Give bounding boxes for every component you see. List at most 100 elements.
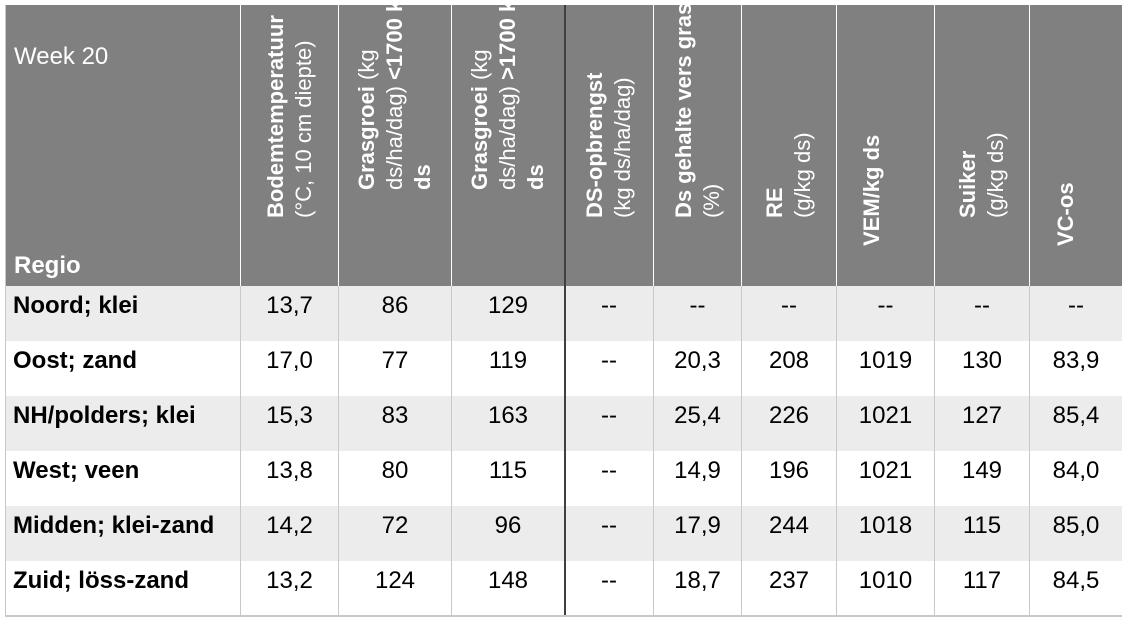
grass-growth-high-cell: 115 — [452, 451, 565, 506]
header-ds-yield-bold: DS-opbrengst — [582, 72, 607, 218]
soil-temperature-cell: 13,8 — [241, 451, 339, 506]
header-corner-cell: Week 20 Regio — [5, 5, 241, 286]
ds-yield-cell: -- — [565, 396, 654, 451]
re-cell: -- — [742, 286, 837, 341]
re-cell: 196 — [742, 451, 837, 506]
ds-yield-cell: -- — [565, 561, 654, 616]
soil-temperature-cell: 17,0 — [241, 341, 339, 396]
table-row: Oost; zand 17,0 77 119 -- 20,3 208 1019 130 83,9 — [5, 341, 1122, 396]
soil-temperature-cell: 15,3 — [241, 396, 339, 451]
week-label: Week 20 — [14, 43, 109, 70]
header-soil-temperature: Bodemtemperatuur (°C, 10 cm diepte) — [241, 5, 339, 286]
grass-growth-low-cell: 86 — [339, 286, 452, 341]
header-grass-growth-low: Grasgroei (kg ds/ha/dag) <1700 kg ds — [339, 5, 452, 286]
header-ds-yield: DS-opbrengst (kg ds/ha/dag) — [565, 5, 654, 286]
grass-growth-low-cell: 72 — [339, 506, 452, 561]
vem-cell: -- — [837, 286, 935, 341]
grass-growth-high-cell: 96 — [452, 506, 565, 561]
table-row: Midden; klei-zand 14,2 72 96 -- 17,9 244 1018 11… — [5, 506, 1122, 561]
header-sugar-unit: (g/kg ds) — [983, 132, 1008, 218]
grass-growth-low-cell: 77 — [339, 341, 452, 396]
header-ds-yield-unit: (kg ds/ha/dag) — [610, 77, 635, 218]
header-vc-os: VC-os — [1030, 5, 1122, 286]
ds-content-cell: 17,9 — [654, 506, 742, 561]
header-ds-content-unit: (%) — [698, 183, 724, 218]
vem-cell: 1018 — [837, 506, 935, 561]
table-row: West; veen 13,8 80 115 -- 14,9 196 1021 149 84,0 — [5, 451, 1122, 506]
header-grass-growth-high-unit: (kg — [467, 49, 492, 87]
grass-growth-low-cell: 83 — [339, 396, 452, 451]
grass-growth-high-cell: 129 — [452, 286, 565, 341]
header-grass-growth-low-bold: Grasgroei — [354, 86, 379, 190]
soil-temperature-cell: 14,2 — [241, 506, 339, 561]
vem-cell: 1019 — [837, 341, 935, 396]
header-soil-temperature-unit: (°C, 10 cm diepte) — [290, 40, 316, 218]
ds-content-cell: 18,7 — [654, 561, 742, 616]
header-sugar: Suiker (g/kg ds) — [935, 5, 1030, 286]
soil-temperature-cell: 13,2 — [241, 561, 339, 616]
ds-yield-cell: -- — [565, 286, 654, 341]
header-re-bold: RE — [762, 187, 787, 218]
region-cell: Oost; zand — [5, 341, 241, 396]
header-grass-growth-high-bold: Grasgroei — [467, 86, 492, 190]
header-grass-growth-low-threshold: <1700 kg — [382, 5, 407, 80]
row-border — [5, 616, 1122, 617]
ds-yield-cell: -- — [565, 341, 654, 396]
header-grass-growth-high-threshold: >1700 kg — [495, 5, 520, 80]
vem-cell: 1021 — [837, 396, 935, 451]
header-sugar-bold: Suiker — [955, 150, 980, 218]
ds-content-cell: 20,3 — [654, 341, 742, 396]
sugar-cell: 149 — [935, 451, 1030, 506]
ds-content-cell: 14,9 — [654, 451, 742, 506]
soil-temperature-cell: 13,7 — [241, 286, 339, 341]
region-cell: Midden; klei-zand — [5, 506, 241, 561]
header-vem-bold: VEM/kg ds — [858, 134, 884, 246]
region-cell: Noord; klei — [5, 286, 241, 341]
header-grass-growth-low-unit: (kg — [354, 49, 379, 87]
vem-cell: 1010 — [837, 561, 935, 616]
region-cell: NH/polders; klei — [5, 396, 241, 451]
vc-os-cell: 84,0 — [1052, 457, 1100, 484]
re-cell: 208 — [742, 341, 837, 396]
table-row: Noord; klei 13,7 86 129 -- -- -- -- -- -- — [5, 286, 1122, 341]
header-grass-growth-high-unit2: ds/ha/dag) — [495, 79, 520, 190]
sugar-cell: 117 — [935, 561, 1030, 616]
ds-content-cell: -- — [654, 286, 742, 341]
vem-cell: 1021 — [837, 451, 935, 506]
region-cell: Zuid; löss-zand — [5, 561, 241, 616]
sugar-cell: 115 — [935, 506, 1030, 561]
header-grass-growth-low-unit2: ds/ha/dag) — [382, 79, 407, 190]
re-cell: 237 — [742, 561, 837, 616]
sugar-cell: -- — [935, 286, 1030, 341]
vc-os-cell: 84,5 — [1052, 567, 1100, 594]
re-cell: 226 — [742, 396, 837, 451]
vc-os-cell: -- — [1068, 292, 1084, 319]
header-ds-content: Ds gehalte vers gras (%) — [654, 5, 742, 286]
grass-growth-high-cell: 148 — [452, 561, 565, 616]
grass-growth-low-cell: 124 — [339, 561, 452, 616]
vc-os-cell: 85,4 — [1052, 402, 1100, 429]
vc-os-cell: 83,9 — [1052, 347, 1100, 374]
grass-growth-high-cell: 119 — [452, 341, 565, 396]
header-grass-growth-high-ds: ds — [523, 164, 548, 190]
header-grass-growth-high: Grasgroei (kg ds/ha/dag) >1700 kg ds — [452, 5, 565, 286]
header-re: RE (g/kg ds) — [742, 5, 837, 286]
column-divider — [564, 5, 566, 616]
header-re-unit: (g/kg ds) — [790, 132, 815, 218]
region-cell: West; veen — [5, 451, 241, 506]
ds-content-cell: 25,4 — [654, 396, 742, 451]
grass-growth-low-cell: 80 — [339, 451, 452, 506]
re-cell: 244 — [742, 506, 837, 561]
region-column-header: Regio — [14, 252, 81, 279]
grass-growth-high-cell: 163 — [452, 396, 565, 451]
ds-yield-cell: -- — [565, 506, 654, 561]
table-row: NH/polders; klei 15,3 83 163 -- 25,4 226 1021 12… — [5, 396, 1122, 451]
header-vem: VEM/kg ds — [837, 5, 935, 286]
vc-os-cell: 85,0 — [1052, 512, 1100, 539]
header-ds-content-bold: Ds gehalte vers gras — [670, 5, 696, 218]
ds-yield-cell: -- — [565, 451, 654, 506]
header-grass-growth-low-ds: ds — [410, 164, 435, 190]
sugar-cell: 127 — [935, 396, 1030, 451]
header-vc-os-bold: VC-os — [1053, 182, 1078, 246]
header-soil-temperature-bold: Bodemtemperatuur — [262, 15, 288, 218]
